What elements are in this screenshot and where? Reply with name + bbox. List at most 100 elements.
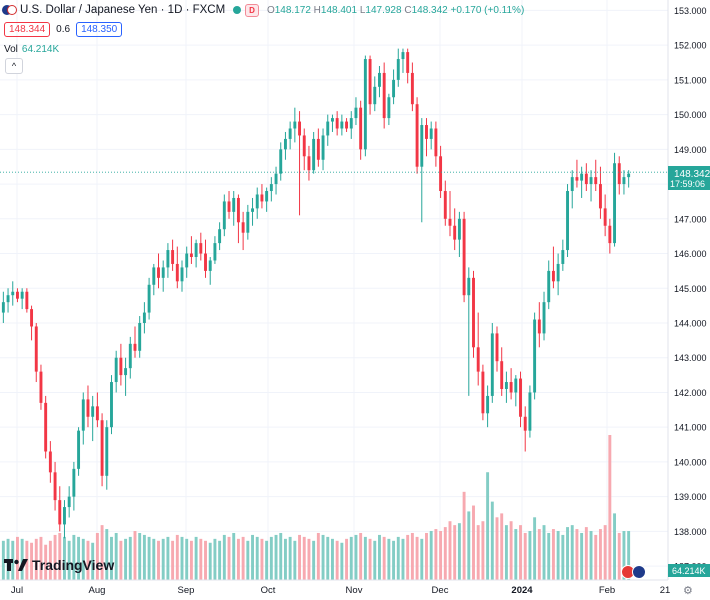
candle <box>199 232 203 261</box>
candle <box>260 184 264 209</box>
candle <box>30 305 34 341</box>
candle <box>11 281 15 306</box>
candle <box>81 392 85 445</box>
volume-bar <box>171 540 175 580</box>
candle <box>533 312 537 400</box>
y-tick-label-0: 153.000 <box>674 6 707 16</box>
volume-bar <box>58 532 62 580</box>
x-tick-label-7: Feb <box>599 585 615 596</box>
collapse-legend-button[interactable]: ^ <box>5 58 23 74</box>
candle <box>105 420 109 490</box>
volume-bar <box>269 536 273 580</box>
candle <box>128 336 132 379</box>
volume-bar <box>547 532 551 580</box>
candle <box>138 316 142 358</box>
market-badge: D <box>245 3 259 17</box>
candle <box>110 375 113 435</box>
volume-bar <box>265 540 269 580</box>
candle <box>345 118 349 132</box>
market-open-icon <box>233 6 242 14</box>
candle <box>439 145 443 198</box>
candle <box>274 166 278 195</box>
candle <box>241 211 245 251</box>
volume-bar <box>34 538 38 580</box>
volume-bar <box>406 534 410 580</box>
candle <box>204 239 207 278</box>
tradingview-logo-icon <box>4 559 28 571</box>
volume-bar <box>302 536 306 580</box>
volume-bar <box>114 532 118 580</box>
y-tick-label-6: 147.000 <box>674 214 707 224</box>
symbol-title[interactable]: U.S. Dollar / Japanese Yen · 1D · FXCM <box>20 4 226 16</box>
volume-bar <box>204 540 207 580</box>
volume-bar <box>283 538 287 580</box>
logo-text: TradingView <box>32 557 115 573</box>
spread: 0.6 <box>56 24 71 35</box>
us-flag-icon[interactable] <box>632 565 646 579</box>
volume-bar <box>584 527 588 580</box>
volume-bar <box>429 531 433 580</box>
buy-button[interactable]: 148.350 <box>76 22 123 37</box>
candle <box>387 93 391 126</box>
candle <box>406 48 410 84</box>
volume-bar <box>594 534 598 580</box>
x-tick-label-5: Dec <box>432 585 449 596</box>
volume-bar <box>434 529 438 580</box>
candle <box>39 364 43 410</box>
candle <box>415 97 419 174</box>
candle <box>589 170 593 202</box>
x-tick-label-6: 2024 <box>511 585 533 596</box>
candle <box>189 236 193 264</box>
candle <box>222 194 226 237</box>
volume-bar <box>603 525 607 580</box>
volume-bar <box>330 538 334 580</box>
volume-bar <box>566 527 569 580</box>
candle <box>570 170 574 209</box>
candle <box>443 180 447 226</box>
volume-bar <box>236 538 240 580</box>
volume-bar <box>189 540 193 580</box>
volume-bar <box>514 529 518 580</box>
volume-bar <box>349 536 353 580</box>
volume-bar <box>161 538 165 580</box>
candle <box>251 197 254 226</box>
gear-icon[interactable]: ⚙ <box>683 585 693 597</box>
candle <box>472 270 475 358</box>
event-flags[interactable] <box>621 565 646 579</box>
candle <box>119 343 123 386</box>
candle <box>218 222 222 251</box>
sell-button[interactable]: 148.344 <box>4 22 51 37</box>
candle <box>175 246 179 289</box>
y-tick-label-2: 151.000 <box>674 75 707 85</box>
candle <box>246 204 250 240</box>
candle <box>547 260 551 310</box>
time-axis: Jul Aug Sep Oct Nov Dec 2024 Feb 21 <box>11 585 670 596</box>
volume-bar <box>504 525 508 580</box>
candle <box>72 461 76 511</box>
candle <box>232 191 236 226</box>
volume-bar <box>72 534 76 580</box>
volume-bar <box>467 511 471 580</box>
volume-bar <box>561 534 565 580</box>
volume-bar <box>425 532 428 580</box>
candle <box>185 246 189 278</box>
candle <box>542 291 546 341</box>
volume-bar <box>509 521 513 580</box>
volume-bar <box>44 544 48 580</box>
candle <box>392 69 396 105</box>
volume-bar <box>110 536 113 580</box>
candle <box>293 107 297 143</box>
candle <box>354 97 358 126</box>
volume-bar <box>617 532 621 580</box>
quote-row: 148.344 0.6 148.350 <box>4 22 123 37</box>
candle <box>481 364 485 421</box>
candle <box>425 118 428 157</box>
candle <box>44 395 48 459</box>
volume-bar <box>194 536 198 580</box>
candle <box>504 371 508 403</box>
volume-bar <box>20 538 24 580</box>
candle <box>213 236 217 264</box>
volume-bar <box>627 531 631 580</box>
volume-bar <box>185 538 189 580</box>
